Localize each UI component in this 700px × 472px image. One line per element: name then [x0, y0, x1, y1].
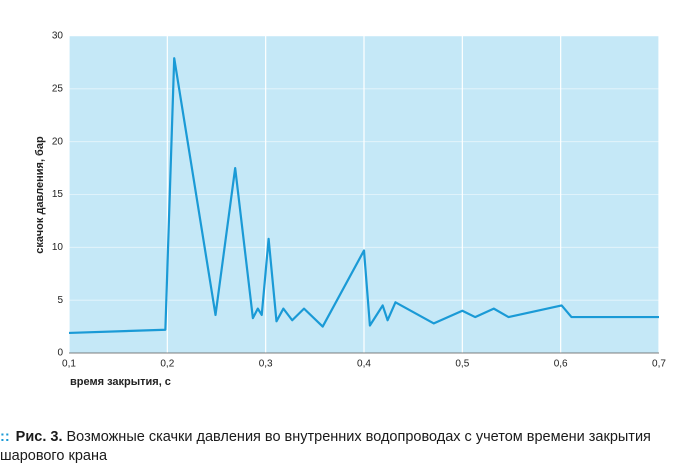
caption-label: Рис. 3. [15, 429, 63, 445]
caption-text: Возможные скачки давления во внутренних … [0, 429, 651, 464]
x-tick-label: 0,6 [554, 359, 568, 370]
y-tick-label: 30 [52, 31, 64, 42]
y-tick-label: 0 [57, 348, 63, 359]
y-axis-label: скачок давления, бар [34, 136, 46, 254]
data-line [68, 57, 659, 335]
x-tick-label: 0,5 [455, 359, 469, 370]
y-tick-label: 25 [52, 83, 64, 94]
x-tick-label: 0,2 [160, 359, 174, 370]
y-tick-label: 20 [52, 136, 64, 147]
x-tick-label: 0,4 [357, 359, 371, 370]
y-tick-label: 10 [52, 242, 64, 253]
y-tick-label: 15 [52, 189, 64, 200]
chart: скачок давления, бар время закрытия, с 0… [34, 31, 666, 388]
x-tick-label: 0,7 [652, 359, 666, 370]
y-tick-label: 5 [57, 295, 63, 306]
x-axis-label: время закрытия, с [70, 376, 171, 388]
x-tick-label: 0,3 [259, 359, 273, 370]
caption: :: Рис. 3. Возможные скачки давления во в… [0, 429, 651, 464]
x-tick-label: 0,1 [62, 359, 76, 370]
